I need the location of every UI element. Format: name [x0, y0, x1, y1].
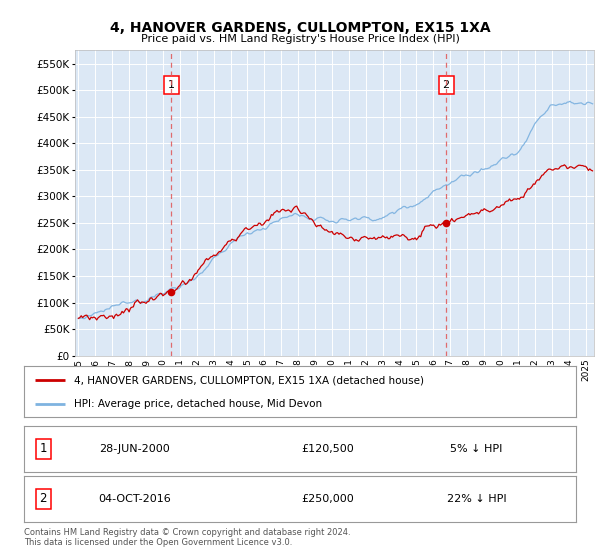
Text: 1: 1 — [167, 80, 175, 90]
Text: HPI: Average price, detached house, Mid Devon: HPI: Average price, detached house, Mid … — [74, 399, 322, 409]
Text: Price paid vs. HM Land Registry's House Price Index (HPI): Price paid vs. HM Land Registry's House … — [140, 34, 460, 44]
Text: 4, HANOVER GARDENS, CULLOMPTON, EX15 1XA (detached house): 4, HANOVER GARDENS, CULLOMPTON, EX15 1XA… — [74, 375, 424, 385]
Text: 04-OCT-2016: 04-OCT-2016 — [98, 494, 171, 504]
Text: 2: 2 — [443, 80, 449, 90]
Text: £250,000: £250,000 — [301, 494, 354, 504]
Text: 4, HANOVER GARDENS, CULLOMPTON, EX15 1XA: 4, HANOVER GARDENS, CULLOMPTON, EX15 1XA — [110, 21, 490, 35]
Text: 22% ↓ HPI: 22% ↓ HPI — [447, 494, 506, 504]
Text: 5% ↓ HPI: 5% ↓ HPI — [451, 444, 503, 454]
Text: 28-JUN-2000: 28-JUN-2000 — [99, 444, 170, 454]
Text: Contains HM Land Registry data © Crown copyright and database right 2024.
This d: Contains HM Land Registry data © Crown c… — [24, 528, 350, 547]
Text: 1: 1 — [40, 442, 47, 455]
Text: 2: 2 — [40, 492, 47, 506]
Text: £120,500: £120,500 — [301, 444, 354, 454]
